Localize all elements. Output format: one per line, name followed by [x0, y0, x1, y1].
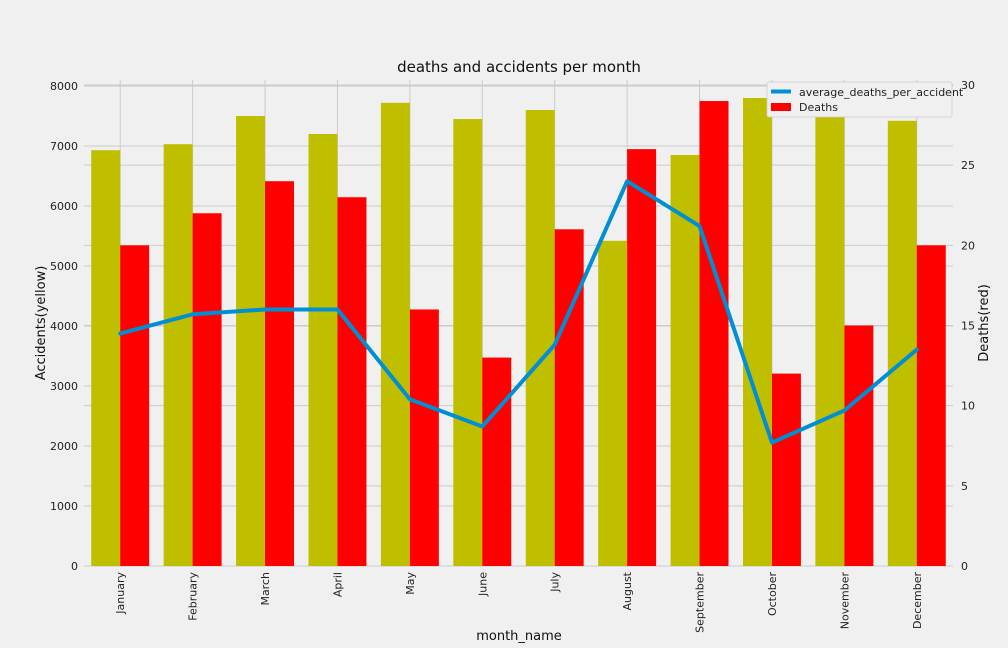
xtick-label: August	[621, 571, 634, 610]
ytick-left-label: 7000	[50, 140, 78, 153]
ytick-right-label: 20	[961, 239, 975, 252]
ytick-left-label: 3000	[50, 380, 78, 393]
deaths-bar	[265, 181, 295, 566]
avg-line-group	[118, 179, 919, 445]
deaths-bar	[482, 357, 512, 566]
deaths-bar	[192, 213, 222, 566]
deaths-bar	[771, 373, 801, 566]
xtick-label: July	[549, 572, 562, 593]
accidents-bar	[163, 144, 193, 566]
xtick-label: March	[259, 572, 272, 606]
accidents-bar	[308, 134, 338, 566]
deaths-bar	[337, 197, 367, 566]
accidents-bar	[453, 119, 483, 566]
deaths-bar	[844, 325, 874, 566]
bars	[91, 98, 946, 567]
y-axis-label-left: Accidents(yellow)	[34, 266, 49, 381]
chart-title: deaths and accidents per month	[397, 58, 641, 76]
yticks-right: 0 5 10 15 20 25 30	[961, 79, 975, 573]
ytick-right-label: 30	[961, 79, 975, 92]
legend-label-deaths: Deaths	[799, 101, 838, 114]
accidents-bar	[598, 240, 628, 567]
xtick-label: May	[404, 572, 417, 595]
accidents-bar	[236, 116, 266, 566]
accidents-bar	[742, 98, 772, 566]
accidents-bar	[91, 150, 121, 566]
grid-right	[84, 84, 953, 567]
deaths-bar	[554, 229, 584, 567]
xtick-label: April	[331, 572, 344, 597]
accidents-bar	[887, 120, 917, 567]
ytick-left-label: 2000	[50, 440, 78, 453]
xtick-label: October	[766, 572, 779, 616]
deaths-bar	[699, 101, 729, 567]
deaths-bar	[627, 149, 657, 566]
ytick-left-label: 4000	[50, 320, 78, 333]
xtick-label: November	[838, 572, 851, 630]
accidents-bar	[815, 102, 845, 567]
legend-bar-swatch	[771, 103, 791, 111]
yticks-left: 0 1000 2000 3000 4000 5000 6000 7000 8000	[50, 80, 78, 573]
xtick-label: June	[476, 572, 489, 597]
ytick-right-label: 15	[961, 320, 975, 333]
legend-box	[766, 81, 953, 118]
avg-deaths-line	[118, 179, 919, 445]
xtick-label: September	[694, 572, 707, 633]
x-axis-label: month_name	[476, 629, 562, 644]
xtick-label: February	[187, 572, 200, 621]
accidents-bar	[525, 110, 555, 566]
xtick-label: December	[911, 572, 924, 630]
ytick-right-label: 10	[961, 400, 975, 413]
ytick-left-label: 1000	[50, 500, 78, 513]
ytick-left-label: 5000	[50, 260, 78, 273]
xticks: January February March April May June July Augu…	[114, 571, 924, 632]
ytick-left-label: 8000	[50, 80, 78, 93]
legend-label-avg: average_deaths_per_accident	[799, 86, 964, 99]
deaths-bar	[409, 309, 439, 566]
y-axis-label-right: Deaths(red)	[977, 284, 992, 362]
ytick-left-label: 0	[71, 560, 78, 573]
deaths-bar	[916, 245, 946, 567]
legend: average_deaths_per_accident Deaths	[766, 81, 964, 118]
deaths-bar	[120, 245, 150, 567]
ytick-right-label: 5	[961, 480, 968, 493]
ytick-right-label: 25	[961, 159, 975, 172]
accidents-bar	[380, 102, 410, 567]
ytick-right-label: 0	[961, 560, 968, 573]
ytick-left-label: 6000	[50, 200, 78, 213]
xtick-label: January	[114, 572, 127, 615]
